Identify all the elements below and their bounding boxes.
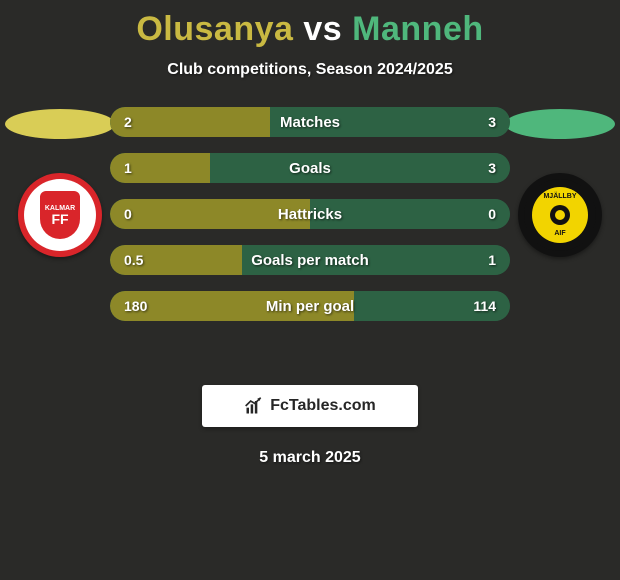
stat-bars: 2 Matches 3 1 Goals 3 0 Hattricks 0 0.5 Goals per … [110, 107, 510, 337]
stat-row: 180 Min per goal 114 [110, 291, 510, 321]
branding-text: FcTables.com [270, 397, 376, 415]
crest-left-line2: FF [51, 212, 68, 226]
crest-right-emblem-icon [548, 203, 572, 227]
club-crest-right: MJÄLLBY AIF [518, 173, 602, 257]
club-crest-left-inner: KALMAR FF [24, 179, 96, 251]
club-crest-left-shield: KALMAR FF [40, 191, 80, 239]
infographic: Olusanya vs Manneh Club competitions, Se… [0, 0, 620, 580]
stat-row: 2 Matches 3 [110, 107, 510, 137]
stat-value-right: 3 [488, 160, 496, 176]
club-crest-left: KALMAR FF [18, 173, 102, 257]
title-player-left: Olusanya [136, 10, 293, 48]
crest-right-top: MJÄLLBY [532, 193, 588, 200]
title-player-right: Manneh [352, 10, 483, 48]
stat-fill-right [210, 153, 510, 183]
date-label: 5 march 2025 [0, 449, 620, 467]
subtitle: Club competitions, Season 2024/2025 [0, 61, 620, 79]
stat-label: Min per goal [266, 298, 354, 315]
stat-value-right: 114 [473, 298, 496, 314]
title-vs: vs [303, 10, 342, 48]
branding-badge: FcTables.com [202, 385, 418, 427]
stat-value-right: 0 [488, 206, 496, 222]
club-crest-right-inner: MJÄLLBY AIF [524, 179, 596, 251]
crest-right-bottom: AIF [532, 230, 588, 237]
stat-value-left: 0.5 [124, 252, 143, 268]
stat-label: Matches [280, 114, 340, 131]
page-title: Olusanya vs Manneh [0, 0, 620, 49]
stat-row: 1 Goals 3 [110, 153, 510, 183]
player-left-silhouette [5, 109, 115, 139]
stat-value-left: 1 [124, 160, 132, 176]
stat-label: Goals [289, 160, 331, 177]
stat-label: Goals per match [251, 252, 369, 269]
content-area: KALMAR FF MJÄLLBY AIF 2 Matches 3 1 Goals 3 0 H… [0, 107, 620, 367]
stat-row: 0.5 Goals per match 1 [110, 245, 510, 275]
chart-icon [244, 396, 264, 416]
stat-fill-left [110, 107, 270, 137]
stat-value-left: 2 [124, 114, 132, 130]
stat-label: Hattricks [278, 206, 342, 223]
stat-value-right: 3 [488, 114, 496, 130]
stat-value-right: 1 [488, 252, 496, 268]
stat-value-left: 0 [124, 206, 132, 222]
player-right-silhouette [505, 109, 615, 139]
club-crest-right-core: MJÄLLBY AIF [532, 187, 588, 243]
stat-value-left: 180 [124, 298, 147, 314]
stat-row: 0 Hattricks 0 [110, 199, 510, 229]
